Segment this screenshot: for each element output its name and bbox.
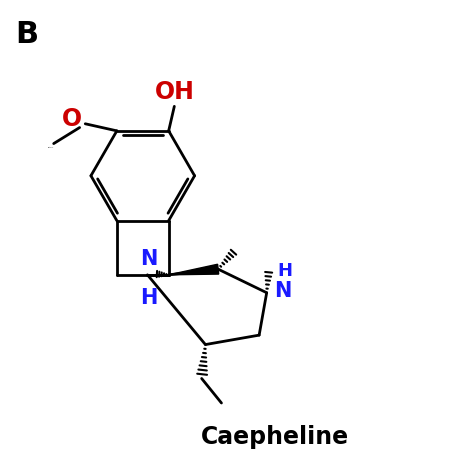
Text: Caepheline: Caepheline (201, 425, 349, 449)
Text: N: N (140, 249, 157, 269)
Text: B: B (16, 20, 39, 49)
Text: OH: OH (155, 80, 194, 104)
Text: H: H (140, 288, 157, 308)
Text: O: O (62, 107, 82, 131)
Text: N: N (274, 281, 291, 301)
Text: methoxy: methoxy (48, 147, 55, 148)
Text: H: H (277, 262, 292, 280)
Polygon shape (169, 264, 219, 275)
